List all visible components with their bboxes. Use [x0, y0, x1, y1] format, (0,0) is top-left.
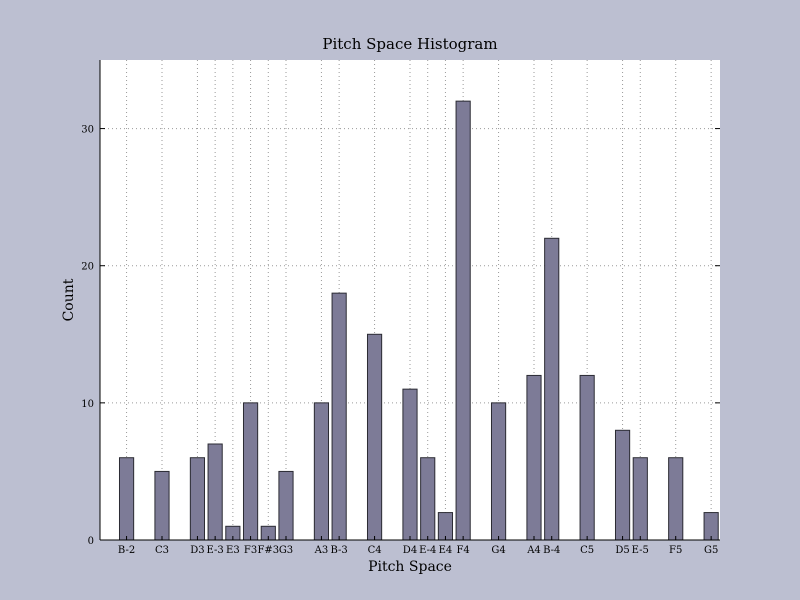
chart-title: Pitch Space Histogram	[322, 35, 497, 53]
x-tick-label: G5	[704, 545, 718, 556]
x-tick-label: G3	[279, 545, 293, 556]
x-tick-labels: B-2 C3 D3 E-3 E3 F3 F#3 G3 A3 B-3 C4 D4 E-4 E4 F4 G4 A4 B…	[118, 545, 718, 556]
bar-C5	[579, 374, 595, 541]
y-tick-label: 0	[88, 536, 94, 547]
bar-B-2	[118, 457, 135, 541]
bar-B-3	[331, 292, 347, 541]
x-axis-title: Pitch Space	[368, 559, 452, 575]
bar-D3	[189, 457, 206, 541]
x-tick-label: B-4	[543, 545, 560, 556]
x-tick-label: G4	[491, 545, 505, 556]
bar-G3	[278, 470, 294, 541]
bar-D5	[614, 429, 631, 541]
x-tick-label: A3	[314, 545, 329, 556]
bar-E-3	[207, 443, 223, 541]
bar-C3	[154, 470, 170, 541]
x-tick-label: D4	[403, 545, 417, 556]
x-tick-label: F5	[669, 545, 682, 556]
x-tick-label: B-3	[331, 545, 348, 556]
y-tick-label: 30	[81, 125, 94, 136]
bar-A4	[526, 374, 542, 541]
bar-F4	[455, 100, 471, 541]
x-tick-label: E3	[226, 545, 240, 556]
x-tick-label: D3	[190, 545, 204, 556]
bar-G4	[490, 402, 507, 541]
x-tick-label: A4	[526, 545, 541, 556]
x-tick-label: C3	[155, 545, 169, 556]
x-tick-label: F#3	[257, 545, 279, 556]
x-tick-label: F4	[456, 545, 469, 556]
bar-D4	[402, 388, 418, 541]
x-tick-label: E-4	[419, 545, 436, 556]
x-tick-label: B-2	[118, 545, 135, 556]
y-axis-title: Count	[61, 278, 77, 321]
y-tick-label: 10	[81, 399, 94, 410]
x-tick-label: C4	[368, 545, 382, 556]
bar-F5	[668, 457, 684, 541]
y-tick-labels: 0 10 20 30	[81, 125, 94, 547]
bar-E4	[437, 512, 454, 541]
x-tick-label: E4	[439, 545, 453, 556]
y-tick-label: 20	[81, 262, 94, 273]
bar-E-4	[420, 457, 436, 541]
x-tick-label: E-3	[207, 545, 224, 556]
bar-G5	[703, 512, 719, 541]
bar-F3	[242, 402, 259, 541]
bar-E-5	[632, 457, 648, 541]
x-tick-label: E-5	[632, 545, 649, 556]
x-tick-label: D5	[615, 545, 629, 556]
x-tick-label: F3	[244, 545, 257, 556]
bar-B-4	[544, 237, 560, 541]
x-tick-label: C5	[580, 545, 594, 556]
bar-A3	[313, 402, 330, 541]
bar-C4	[366, 333, 383, 541]
axes	[99, 60, 720, 541]
